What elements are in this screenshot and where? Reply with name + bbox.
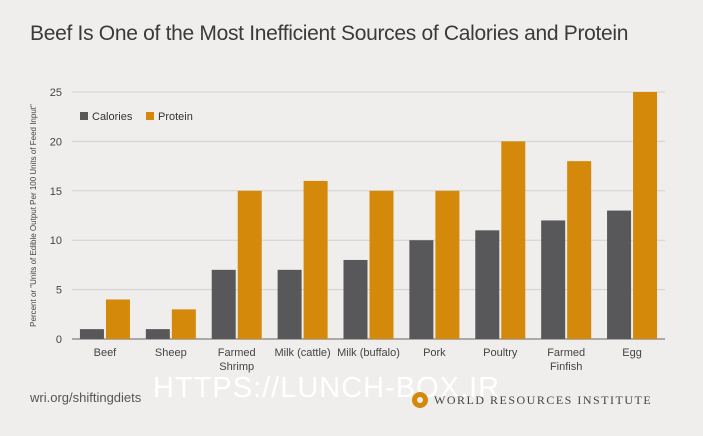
y-tick-label: 5 [56, 285, 62, 297]
y-tick-label: 25 [50, 87, 62, 99]
protein-bar-5 [435, 190, 460, 339]
protein-bar-0 [105, 299, 130, 339]
watermark-text: HTTPS://LUNCH-BOX.IR [153, 372, 501, 404]
wri-logo-icon [412, 392, 428, 408]
protein-bar-4 [369, 190, 394, 339]
protein-bar-6 [501, 141, 526, 339]
calories-bar-7 [541, 220, 566, 339]
y-tick-label: 15 [50, 186, 62, 198]
protein-bar-7 [567, 161, 592, 339]
y-tick-label: 0 [56, 334, 62, 346]
y-tick-label: 10 [50, 235, 62, 247]
calories-bar-6 [475, 230, 500, 339]
y-tick-label: 20 [50, 136, 62, 148]
y-axis-label: Percent or "Units of Edible Output Per 1… [29, 104, 38, 327]
protein-bar-2 [237, 190, 262, 339]
calories-bar-0 [79, 329, 104, 339]
calories-bar-3 [277, 269, 302, 339]
wri-name: WORLD RESOURCES INSTITUTE [434, 392, 653, 407]
legend-swatch-1 [146, 112, 154, 120]
x-tick-label: Milk (buffalo) [337, 347, 400, 359]
calories-bar-4 [343, 259, 368, 339]
x-tick-label: Sheep [155, 347, 187, 359]
x-tick-label: Shrimp [219, 361, 254, 373]
legend-label-1: Protein [158, 111, 193, 123]
x-tick-label: Egg [622, 347, 642, 359]
legend-swatch-0 [80, 112, 88, 120]
x-tick-label: Farmed [218, 347, 256, 359]
source-link[interactable]: wri.org/shiftingdiets [30, 390, 142, 405]
protein-bar-1 [171, 309, 196, 339]
calories-bar-1 [145, 329, 170, 339]
chart-title: Beef Is One of the Most Inefficient Sour… [30, 22, 629, 45]
x-tick-label: Farmed [547, 347, 585, 359]
calories-bar-2 [211, 269, 236, 339]
x-tick-label: Beef [94, 347, 118, 359]
calories-bar-5 [409, 240, 434, 339]
legend-label-0: Calories [92, 111, 133, 123]
calories-bar-8 [607, 210, 632, 339]
x-tick-label: Pork [423, 347, 446, 359]
x-tick-label: Milk (cattle) [274, 347, 330, 359]
protein-bar-3 [303, 180, 328, 339]
x-tick-label: Poultry [483, 347, 518, 359]
protein-bar-8 [633, 92, 658, 339]
x-tick-label: Finfish [550, 361, 582, 373]
wri-logo-block: WORLD RESOURCES INSTITUTE [412, 392, 652, 408]
